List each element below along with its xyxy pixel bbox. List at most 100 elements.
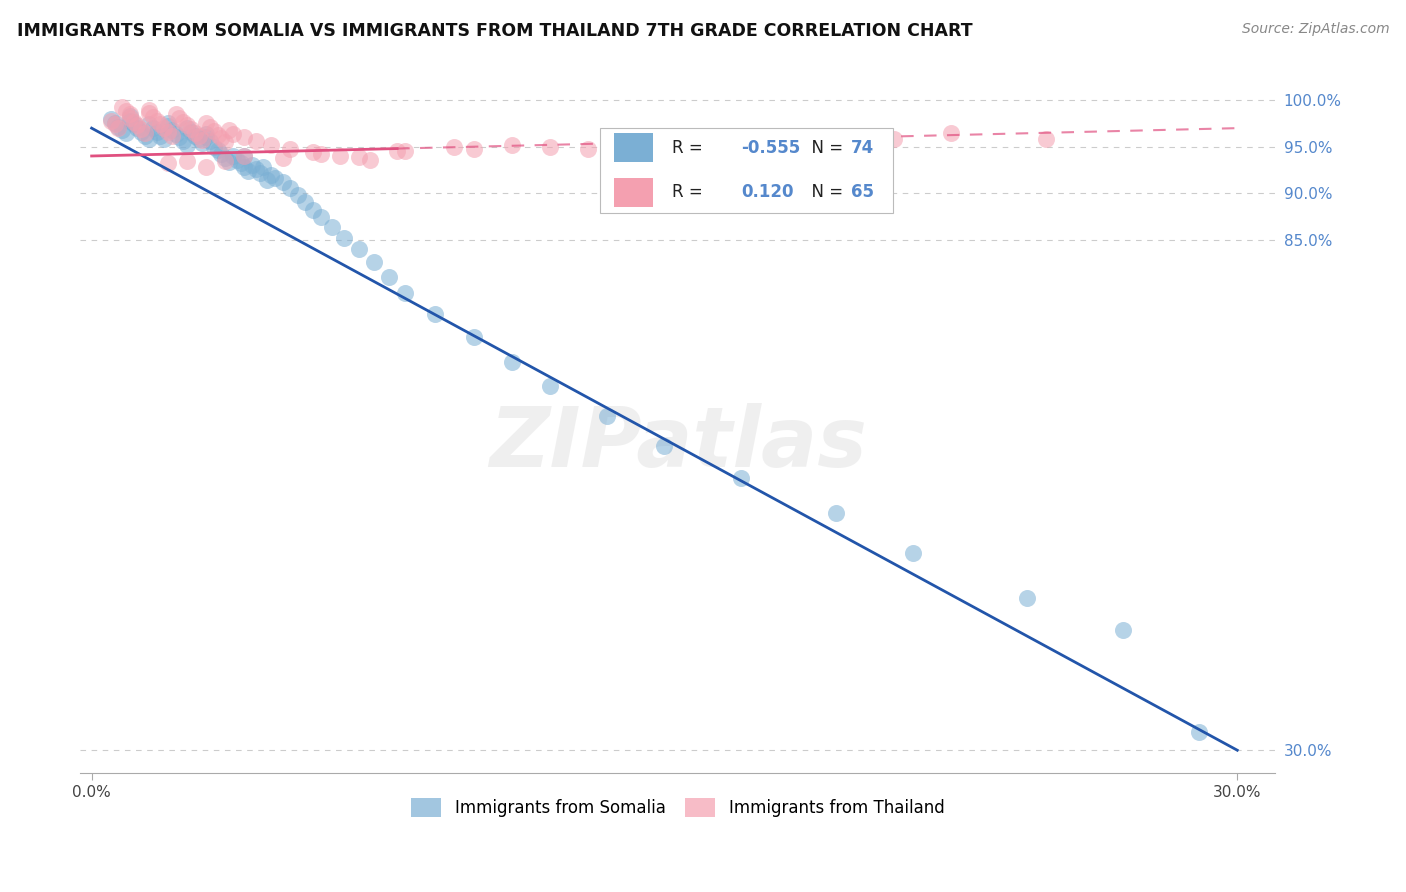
Immigrants from Somalia xyxy=(245,161,267,176)
Immigrants from Somalia xyxy=(332,230,354,244)
Immigrants from Thailand xyxy=(187,129,209,144)
Immigrants from Somalia xyxy=(202,139,225,153)
Immigrants from Somalia xyxy=(238,164,260,178)
Immigrants from Thailand xyxy=(207,128,229,142)
Immigrants from Thailand xyxy=(278,142,301,156)
Immigrants from Somalia xyxy=(225,153,247,167)
Immigrants from Thailand xyxy=(156,156,179,170)
Text: N =: N = xyxy=(801,139,848,157)
Immigrants from Somalia xyxy=(172,134,194,148)
Immigrants from Thailand xyxy=(111,100,134,114)
Bar xyxy=(614,134,652,162)
Text: 0.120: 0.120 xyxy=(741,183,793,202)
Immigrants from Thailand xyxy=(195,160,218,174)
Immigrants from Thailand xyxy=(184,126,207,140)
Immigrants from Somalia xyxy=(207,144,229,158)
Immigrants from Thailand xyxy=(176,153,198,168)
Immigrants from Somalia xyxy=(363,255,385,269)
Immigrants from Thailand xyxy=(134,126,156,140)
Immigrants from Somalia xyxy=(233,149,256,163)
Immigrants from Thailand xyxy=(176,119,198,133)
Immigrants from Thailand xyxy=(195,116,218,130)
Immigrants from Somalia xyxy=(195,130,218,145)
Immigrants from Thailand xyxy=(672,145,695,160)
Immigrants from Somalia xyxy=(538,379,561,393)
Immigrants from Somalia xyxy=(145,125,167,139)
Text: N =: N = xyxy=(801,183,848,202)
Text: 74: 74 xyxy=(851,139,875,157)
Text: IMMIGRANTS FROM SOMALIA VS IMMIGRANTS FROM THAILAND 7TH GRADE CORRELATION CHART: IMMIGRANTS FROM SOMALIA VS IMMIGRANTS FR… xyxy=(17,22,973,40)
Immigrants from Somalia xyxy=(378,269,401,284)
Immigrants from Thailand xyxy=(180,122,202,136)
Immigrants from Thailand xyxy=(1035,132,1057,146)
Immigrants from Thailand xyxy=(394,145,416,159)
Immigrants from Thailand xyxy=(939,126,962,140)
Immigrants from Somalia xyxy=(278,181,301,195)
Immigrants from Somalia xyxy=(214,151,236,165)
Immigrants from Thailand xyxy=(538,139,561,153)
Immigrants from Thailand xyxy=(118,111,141,125)
Immigrants from Thailand xyxy=(214,135,236,149)
Immigrants from Somalia xyxy=(122,117,145,131)
Immigrants from Somalia xyxy=(654,439,676,453)
Immigrants from Somalia xyxy=(115,126,138,140)
Immigrants from Thailand xyxy=(576,142,599,156)
Text: Source: ZipAtlas.com: Source: ZipAtlas.com xyxy=(1241,22,1389,37)
Immigrants from Somalia xyxy=(134,128,156,143)
Immigrants from Thailand xyxy=(198,120,221,135)
Immigrants from Somalia xyxy=(596,409,619,423)
Immigrants from Thailand xyxy=(309,147,332,161)
Immigrants from Somalia xyxy=(249,166,271,180)
Immigrants from Thailand xyxy=(115,103,138,118)
Immigrants from Somalia xyxy=(198,134,221,148)
Immigrants from Somalia xyxy=(191,136,214,150)
Immigrants from Thailand xyxy=(245,134,267,148)
Immigrants from Somalia xyxy=(222,149,245,163)
Immigrants from Thailand xyxy=(202,124,225,138)
Immigrants from Somalia xyxy=(176,137,198,152)
Immigrants from Thailand xyxy=(748,135,770,149)
Immigrants from Somalia xyxy=(138,132,160,146)
Immigrants from Somalia xyxy=(302,202,325,217)
Immigrants from Thailand xyxy=(233,130,256,145)
Immigrants from Somalia xyxy=(218,154,240,169)
Immigrants from Thailand xyxy=(218,123,240,137)
Immigrants from Somalia xyxy=(118,109,141,123)
Immigrants from Somalia xyxy=(394,286,416,301)
Immigrants from Somalia xyxy=(309,211,332,225)
Immigrants from Somalia xyxy=(156,115,179,129)
Immigrants from Thailand xyxy=(214,153,236,168)
Immigrants from Thailand xyxy=(501,137,523,152)
Immigrants from Thailand xyxy=(844,130,866,145)
Immigrants from Somalia xyxy=(256,173,278,187)
Immigrants from Thailand xyxy=(160,128,183,143)
Immigrants from Thailand xyxy=(359,153,381,167)
Immigrants from Somalia xyxy=(287,188,309,202)
Immigrants from Somalia xyxy=(211,147,233,161)
Immigrants from Somalia xyxy=(180,125,202,139)
Immigrants from Somalia xyxy=(252,160,274,174)
Immigrants from Somalia xyxy=(260,168,283,182)
Immigrants from Somalia xyxy=(107,120,129,135)
Immigrants from Somalia xyxy=(501,355,523,369)
Immigrants from Somalia xyxy=(169,130,191,145)
Immigrants from Somalia xyxy=(229,156,252,170)
Immigrants from Thailand xyxy=(118,107,141,121)
Immigrants from Thailand xyxy=(142,110,165,124)
Immigrants from Somalia xyxy=(195,127,218,141)
Immigrants from Thailand xyxy=(129,122,152,136)
Immigrants from Thailand xyxy=(768,135,790,149)
Immigrants from Somalia xyxy=(240,158,263,172)
Immigrants from Thailand xyxy=(271,151,294,165)
Immigrants from Thailand xyxy=(302,145,325,160)
Immigrants from Thailand xyxy=(211,131,233,145)
Immigrants from Somalia xyxy=(271,175,294,189)
Text: R =: R = xyxy=(672,139,707,157)
Immigrants from Thailand xyxy=(169,111,191,125)
Bar xyxy=(614,178,652,207)
Immigrants from Somalia xyxy=(176,121,198,136)
Legend: Immigrants from Somalia, Immigrants from Thailand: Immigrants from Somalia, Immigrants from… xyxy=(405,791,950,823)
Immigrants from Thailand xyxy=(385,145,408,159)
Immigrants from Somalia xyxy=(347,242,370,256)
Immigrants from Somalia xyxy=(153,132,176,146)
